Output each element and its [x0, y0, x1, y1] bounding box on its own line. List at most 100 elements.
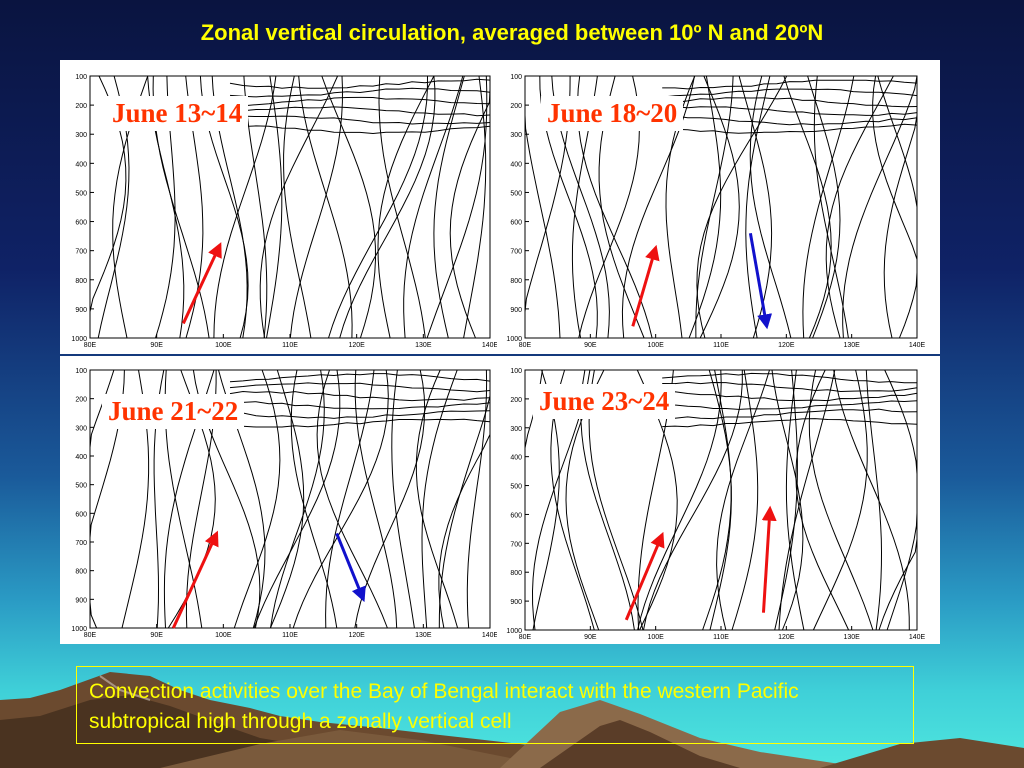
x-tick-label: 80E — [519, 634, 532, 641]
x-tick-label: 100E — [647, 634, 664, 641]
streamline — [377, 75, 435, 339]
y-tick-label: 200 — [510, 397, 522, 404]
x-tick-label: 110E — [282, 632, 298, 639]
streamline — [449, 76, 491, 339]
streamline — [292, 369, 389, 629]
streamline — [339, 75, 436, 339]
y-tick-label: 600 — [75, 220, 87, 227]
x-tick-label: 80E — [84, 632, 97, 639]
x-tick-label: 90E — [150, 342, 163, 349]
streamline — [662, 106, 918, 116]
x-tick-label: 120E — [778, 342, 795, 349]
streamline — [812, 369, 868, 631]
streamline — [795, 369, 850, 631]
streamline — [696, 75, 788, 339]
streamline — [233, 369, 281, 629]
y-tick-label: 1000 — [71, 336, 87, 343]
y-tick-label: 100 — [75, 368, 87, 375]
streamline — [749, 75, 792, 339]
streamline — [877, 75, 918, 339]
y-tick-label: 500 — [75, 483, 87, 490]
streamline — [438, 370, 491, 629]
streamline — [662, 88, 918, 98]
y-tick-label: 900 — [510, 307, 522, 314]
x-tick-label: 80E — [519, 342, 532, 349]
x-tick-label: 100E — [215, 342, 232, 349]
red-arrow — [171, 530, 219, 629]
streamline — [229, 418, 491, 428]
y-tick-label: 300 — [510, 132, 522, 139]
streamline — [825, 75, 894, 339]
x-tick-label: 110E — [713, 342, 729, 349]
streamline — [289, 75, 344, 339]
streamline — [229, 373, 491, 383]
y-tick-label: 300 — [510, 426, 522, 433]
streamline — [283, 75, 312, 339]
y-tick-label: 1000 — [506, 628, 522, 635]
y-tick-label: 600 — [510, 220, 522, 227]
y-tick-label: 300 — [75, 132, 87, 139]
streamline — [421, 369, 458, 629]
streamline — [699, 75, 740, 339]
y-tick-label: 400 — [75, 454, 87, 461]
streamline — [884, 369, 918, 631]
y-tick-label: 200 — [510, 103, 522, 110]
streamline — [426, 75, 488, 339]
streamline — [269, 369, 305, 629]
y-tick-label: 200 — [75, 397, 87, 404]
x-tick-label: 90E — [150, 632, 163, 639]
streamline — [229, 390, 491, 402]
streamline — [229, 400, 491, 410]
streamline — [731, 369, 759, 631]
panel-june-13-14: 100 200 300 400 500 600 700 800 900 1000 80E 90E 100… — [60, 60, 497, 354]
y-tick-label: 500 — [75, 190, 87, 197]
streamline — [813, 75, 849, 339]
red-arrow — [761, 505, 777, 613]
panel-june-23-24: 100 200 300 400 500 600 700 800 900 1000 80E 90E 100… — [497, 356, 940, 644]
streamline — [290, 369, 338, 629]
streamline — [807, 75, 841, 339]
y-tick-label: 600 — [510, 512, 522, 519]
blue-arrow — [748, 232, 773, 330]
y-tick-label: 400 — [75, 161, 87, 168]
y-tick-label: 1000 — [506, 336, 522, 343]
y-tick-label: 300 — [75, 425, 87, 432]
caption-box: Convection activities over the Bay of Be… — [76, 666, 914, 744]
x-tick-label: 120E — [348, 632, 365, 639]
y-tick-label: 100 — [75, 74, 87, 81]
x-tick-label: 120E — [778, 634, 795, 641]
streamline — [229, 115, 491, 125]
y-tick-label: 900 — [75, 307, 87, 314]
slide-title: Zonal vertical circulation, averaged bet… — [200, 20, 824, 45]
streamline — [662, 79, 918, 90]
streamline — [662, 372, 918, 384]
panel-label: June 23~24 — [533, 384, 676, 419]
streamline — [783, 75, 832, 339]
streamline — [662, 381, 918, 393]
streamline — [316, 369, 388, 629]
streamlines — [89, 369, 491, 629]
x-tick-label: 130E — [843, 342, 860, 349]
streamline — [662, 115, 918, 126]
red-arrow — [631, 244, 660, 327]
streamline — [253, 369, 341, 629]
x-tick-label: 120E — [348, 342, 365, 349]
x-tick-label: 140E — [909, 342, 926, 349]
x-tick-label: 130E — [843, 634, 860, 641]
y-tick-label: 200 — [75, 103, 87, 110]
streamline — [259, 75, 339, 339]
streamline — [463, 75, 487, 339]
streamline — [466, 369, 488, 629]
x-tick-label: 90E — [584, 342, 597, 349]
x-tick-label: 140E — [909, 634, 926, 641]
y-tick-label: 900 — [75, 597, 87, 604]
streamline — [774, 369, 798, 631]
streamline — [878, 370, 918, 631]
caption-text: Convection activities over the Bay of Be… — [89, 680, 799, 733]
streamline — [833, 369, 910, 631]
panel-label: June 13~14 — [106, 96, 249, 131]
streamline — [708, 369, 732, 631]
blue-arrow — [335, 532, 366, 603]
streamline — [433, 75, 465, 339]
